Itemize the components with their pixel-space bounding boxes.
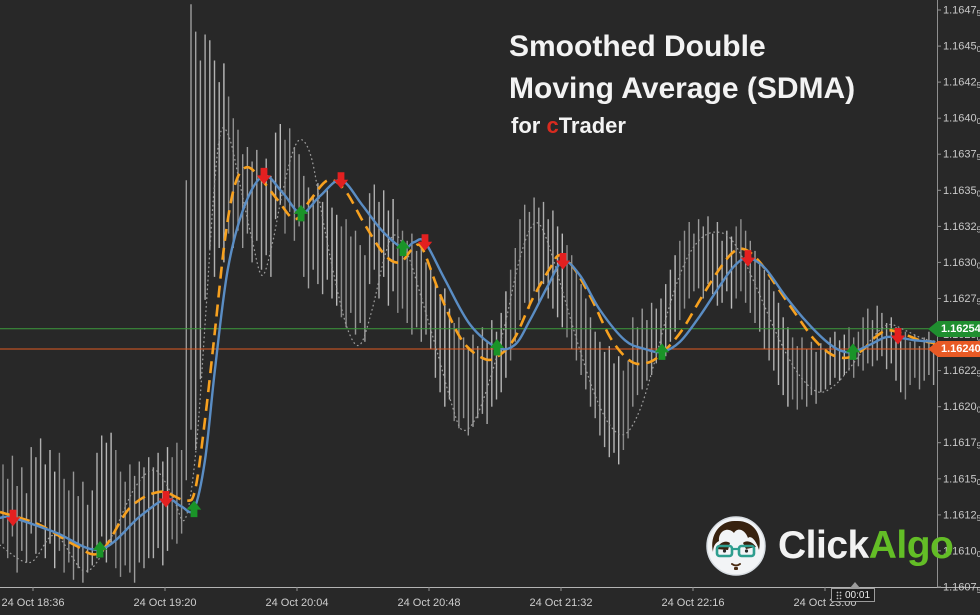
price-tick-label: 1.16325 [943, 221, 980, 235]
time-tick-label: 24 Oct 18:36 [2, 597, 65, 609]
sell-signal-icon [417, 234, 433, 251]
sell-signal-icon [5, 509, 21, 527]
sell-signal-icon [890, 328, 906, 345]
wordmark-algo: Algo [868, 524, 954, 567]
price-tick-label: 1.16375 [943, 149, 980, 163]
price-tick-label: 1.16475 [943, 5, 980, 19]
sdma-fast-orange-line [0, 165, 936, 556]
price-tick-label: 1.16200 [943, 401, 980, 415]
ctrader-brand-c: c [546, 113, 559, 138]
time-tick-label: 24 Oct 19:20 [134, 597, 197, 609]
price-tick-label: 1.16225 [943, 365, 980, 379]
buy-signal-icon [654, 343, 670, 360]
buy-signal-icon [489, 339, 505, 356]
price-ma-dotted-line [0, 127, 936, 572]
countdown-notch-icon [850, 582, 860, 588]
countdown-grip-icon [836, 591, 842, 599]
buy-signal-icon [845, 343, 861, 360]
ctrader-brand-rest: Trader [558, 113, 626, 138]
sell-signal-icon [256, 167, 272, 185]
price-tick-label: 1.16100 [943, 545, 980, 559]
wordmark-click: Click [778, 524, 869, 567]
price-tick-label: 1.16125 [943, 509, 980, 523]
buy-signal-icon [92, 540, 108, 558]
candle-countdown[interactable]: 00:01 [831, 588, 876, 602]
buy-signal-icon [395, 239, 411, 257]
price-axis[interactable]: 1.16475 1.16450 1.16425 1.16400 1.16375 1.163… [937, 5, 980, 596]
chart-title: Smoothed Double Moving Average (SDMA) [509, 26, 855, 110]
for-word: for [511, 113, 547, 138]
time-tick-label: 24 Oct 20:48 [398, 597, 461, 609]
chart-title-line1: Smoothed Double [509, 30, 766, 63]
price-tick-label: 1.16300 [943, 257, 980, 271]
price-tick-label: 1.16450 [943, 41, 980, 55]
chart-title-line2: Moving Average (SDMA) [509, 72, 856, 105]
time-tick-label: 24 Oct 20:04 [266, 597, 329, 609]
time-tick-label: 24 Oct 21:32 [530, 597, 593, 609]
time-tick-label: 24 Oct 22:16 [662, 597, 725, 609]
ask-price-badge: 1.16254 [928, 321, 980, 337]
price-tick-label: 1.16175 [943, 437, 980, 451]
sell-signal-icon [333, 172, 349, 189]
price-tick-label: 1.16425 [943, 77, 980, 91]
price-tick-label: 1.16275 [943, 293, 980, 307]
clickalgo-wordmark: ClickAlgo [778, 516, 954, 576]
buy-signal-icon [186, 500, 202, 518]
time-axis[interactable]: 24 Oct 18:36 24 Oct 19:20 24 Oct 20:04 24 O… [2, 587, 857, 609]
bid-price-badge: 1.16240 [928, 341, 980, 357]
chart-subtitle: for cTrader [511, 113, 626, 139]
sell-signal-icon [555, 252, 571, 270]
sell-signal-icon [740, 250, 756, 267]
buy-signal-icon [293, 204, 309, 222]
clickalgo-logo: ClickAlgo [706, 516, 954, 576]
price-tick-label: 1.16075 [943, 582, 980, 596]
clickalgo-avatar-icon [706, 516, 766, 576]
price-tick-label: 1.16350 [943, 185, 980, 199]
price-tick-label: 1.16400 [943, 113, 980, 127]
sell-signal-icon [158, 491, 174, 508]
sdma-slow-blue-line [0, 174, 936, 551]
price-tick-label: 1.16150 [943, 473, 980, 487]
candle-bars [2, 4, 935, 583]
countdown-value: 00:01 [845, 589, 871, 601]
